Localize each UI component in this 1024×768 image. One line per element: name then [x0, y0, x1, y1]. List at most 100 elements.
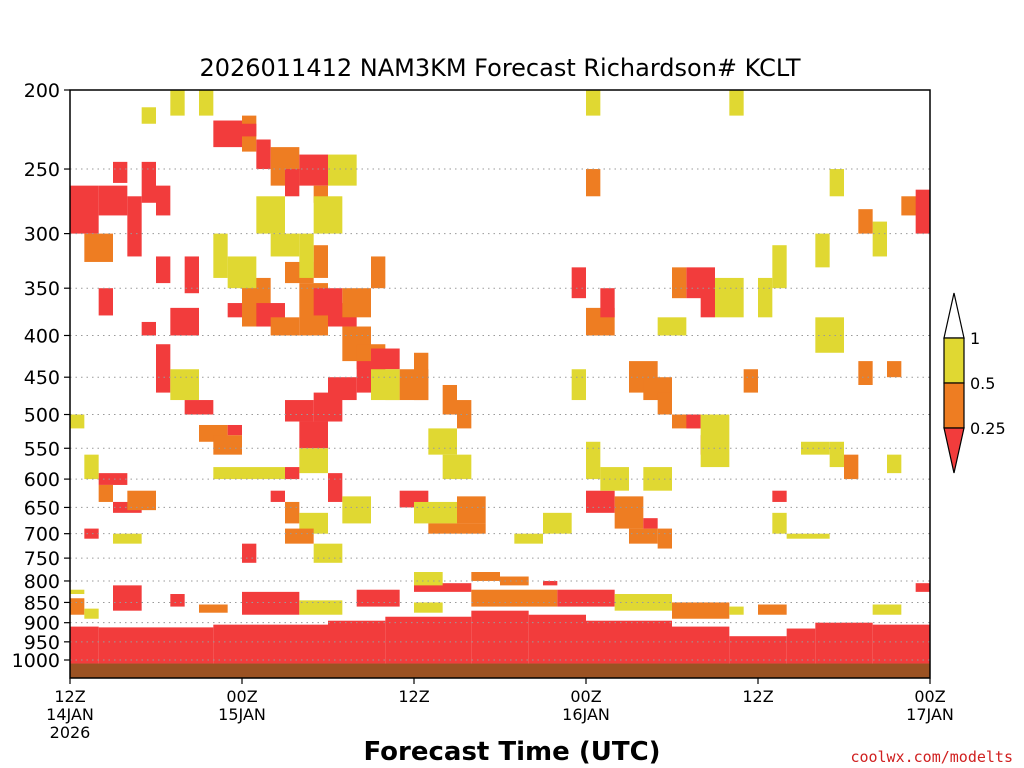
ri-cell	[471, 572, 500, 581]
ri-cell	[84, 454, 99, 480]
ri-cell	[299, 154, 328, 186]
ri-cell	[84, 608, 99, 619]
ri-cell	[84, 233, 113, 262]
ri-cell	[858, 361, 873, 385]
legend-label: 0.25	[970, 419, 1006, 438]
ri-cell	[743, 369, 758, 393]
x-tick-label: 00Z	[914, 687, 945, 706]
ri-cell	[629, 528, 658, 544]
legend: 1 0.5 0.25	[943, 292, 1006, 474]
ri-cell	[313, 245, 328, 278]
ri-cell	[70, 626, 99, 664]
ri-cell	[299, 233, 314, 278]
ri-cell	[270, 317, 300, 336]
y-tick-label: 550	[24, 438, 60, 460]
ri-cell	[270, 233, 300, 257]
ri-cell	[471, 610, 529, 664]
ri-cell	[299, 600, 343, 615]
ri-cell	[872, 624, 930, 664]
ri-cell	[600, 288, 615, 318]
ri-cell	[299, 448, 328, 474]
ri-cell	[313, 392, 343, 422]
ri-cell	[227, 256, 257, 289]
ri-cell	[815, 622, 873, 664]
y-tick-label: 850	[24, 592, 60, 614]
ri-cell	[758, 604, 787, 615]
ri-cell	[256, 196, 285, 234]
ri-cell	[285, 169, 300, 197]
ri-cell	[887, 454, 902, 474]
ri-cell	[84, 528, 99, 539]
ri-cell	[285, 467, 300, 480]
ri-cell	[457, 400, 472, 429]
ri-cell	[285, 528, 314, 544]
y-tick-label: 350	[24, 278, 60, 300]
y-tick-label: 400	[24, 325, 60, 347]
ri-cell	[127, 196, 142, 257]
y-tick-label: 750	[24, 548, 60, 570]
ri-cell	[643, 467, 672, 491]
ri-cell	[399, 369, 429, 401]
x-tick-label: 00Z	[226, 687, 257, 706]
ri-cell	[772, 245, 787, 289]
ri-cell	[70, 185, 99, 234]
ri-cell	[672, 267, 687, 299]
ri-cell	[213, 467, 285, 480]
ri-cell	[113, 533, 142, 544]
ri-cell	[170, 594, 185, 607]
ri-cell	[98, 288, 113, 316]
ri-cell	[801, 441, 830, 455]
ri-cell	[442, 384, 457, 415]
ri-cell	[586, 490, 615, 513]
ri-cell	[98, 627, 214, 664]
legend-swatch-yellow	[943, 337, 965, 384]
cells-layer	[70, 90, 930, 664]
x-tick-label: 15JAN	[218, 705, 266, 724]
grid-layer	[70, 168, 930, 661]
ri-cell	[414, 602, 443, 613]
ri-cell	[729, 90, 744, 116]
ri-cell	[442, 454, 472, 480]
chart-title: 2026011412 NAM3KM Forecast Richardson# K…	[199, 54, 800, 82]
ri-cell	[342, 496, 371, 524]
ri-cell	[184, 400, 214, 415]
ri-cell	[571, 267, 586, 299]
ri-cell	[199, 604, 228, 613]
ri-cell	[428, 428, 457, 455]
ri-cell	[170, 369, 199, 401]
ri-cell	[242, 543, 257, 563]
credit-text: coolwx.com/modelts	[850, 748, 1013, 766]
legend-label: 1	[970, 329, 980, 348]
ri-cell	[815, 233, 830, 268]
ri-cell	[199, 90, 214, 116]
ri-cell	[170, 90, 185, 116]
ri-cell	[213, 435, 242, 455]
ri-cell	[786, 628, 816, 664]
ri-cell	[414, 501, 457, 524]
legend-label: 0.5	[970, 374, 995, 393]
ri-cell	[70, 414, 85, 429]
ri-cell	[113, 161, 128, 183]
ri-cell	[70, 598, 85, 615]
ri-cell	[98, 473, 128, 485]
y-tick-label: 450	[24, 367, 60, 389]
ri-cell	[299, 512, 328, 534]
x-tick-label: 00Z	[570, 687, 601, 706]
ri-cell	[313, 196, 343, 234]
y-tick-label: 1000	[12, 650, 60, 672]
ri-cell	[184, 256, 199, 294]
ri-cell	[141, 321, 156, 336]
ri-cell	[213, 624, 328, 664]
ri-cell	[772, 490, 787, 502]
ri-cell	[514, 533, 543, 544]
ri-cell	[786, 533, 830, 539]
y-tick-label: 600	[24, 469, 60, 491]
ri-cell	[242, 591, 300, 615]
ri-cell	[328, 154, 357, 186]
y-tick-label: 900	[24, 613, 60, 635]
ri-cell	[170, 307, 199, 336]
ri-cell	[371, 256, 386, 289]
x-tick-label: 12Z	[398, 687, 429, 706]
ri-cell	[213, 233, 228, 278]
ri-cell	[586, 169, 601, 197]
